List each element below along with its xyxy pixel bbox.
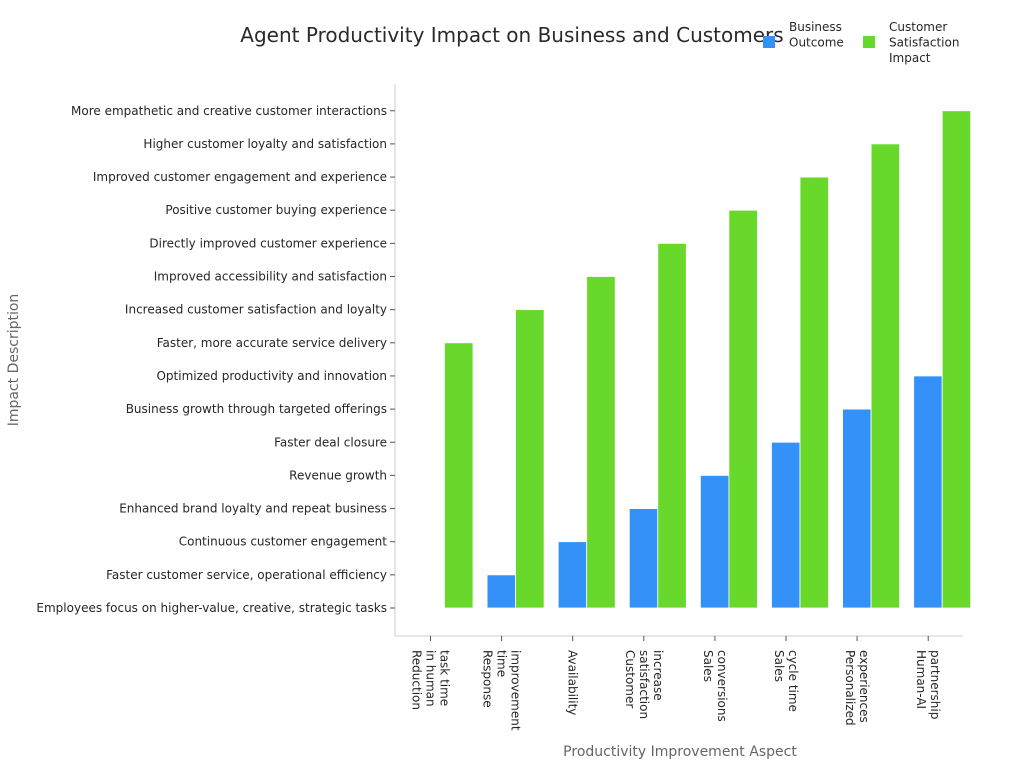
x-tick-label: Personalizedexperiences (843, 650, 871, 726)
bar-business-outcome (628, 508, 659, 609)
bar-business-outcome (913, 375, 943, 609)
y-tick-label: More empathetic and creative customer in… (71, 104, 387, 118)
y-tick-label: Business growth through targeted offerin… (126, 402, 387, 416)
legend: Business Outcome Customer Satisfaction Impac… (763, 20, 959, 65)
y-tick-label: Continuous customer engagement (179, 535, 388, 549)
y-tick-label: Optimized productivity and innovation (156, 369, 387, 383)
x-tick-label: Responsetimeimprovement (481, 650, 523, 731)
bar-customer-satisfaction-impact (870, 143, 900, 609)
x-tick-label: Salescycle time (772, 650, 800, 712)
y-tick-label: Employees focus on higher-value, creativ… (36, 601, 387, 615)
bar-business-outcome (486, 574, 517, 609)
y-tick-label: Directly improved customer experience (149, 236, 387, 250)
y-tick-label: Revenue growth (289, 468, 387, 482)
x-tick-label: Salesconversions (701, 650, 729, 722)
legend-label: Customer Satisfaction Impact (889, 20, 959, 65)
bar-business-outcome (557, 541, 588, 609)
y-tick-label: Faster customer service, operational eff… (106, 568, 387, 582)
y-axis-title: Impact Description (6, 294, 22, 427)
bar-customer-satisfaction-impact (657, 242, 687, 609)
y-tick-label: Improved customer engagement and experie… (93, 170, 387, 184)
bar-customer-satisfaction-impact (941, 110, 972, 609)
bar-business-outcome (771, 441, 801, 609)
bars (444, 110, 972, 609)
x-tick-label: Customersatisfactionincrease (623, 650, 665, 719)
y-tick-label: Faster deal closure (274, 435, 387, 449)
bar-business-outcome (700, 474, 730, 609)
y-tick-label: Enhanced brand loyalty and repeat busine… (119, 502, 387, 516)
y-tick-label: Higher customer loyalty and satisfaction (143, 137, 387, 151)
bar-customer-satisfaction-impact (799, 176, 829, 609)
x-tick-label: Availability (566, 650, 580, 715)
y-axis-ticks: Employees focus on higher-value, creativ… (36, 104, 395, 615)
legend-swatch (763, 36, 775, 48)
x-axis-ticks: Reductionin humantask time Responsetimeim… (410, 636, 942, 731)
axes-spines (394, 84, 963, 637)
x-axis-title: Productivity Improvement Aspect (563, 744, 797, 760)
y-tick-label: Increased customer satisfaction and loya… (125, 303, 387, 317)
bar-customer-satisfaction-impact (586, 276, 616, 609)
x-tick-label: Reductionin humantask time (410, 650, 452, 710)
y-tick-label: Positive customer buying experience (165, 203, 387, 217)
x-tick-label: Human-AIpartnership (914, 650, 942, 719)
legend-label: Business Outcome (789, 20, 844, 50)
bar-business-outcome (842, 408, 872, 609)
bar-customer-satisfaction-impact (728, 209, 758, 609)
y-tick-label: Faster, more accurate service delivery (157, 336, 387, 350)
y-tick-label: Improved accessibility and satisfaction (154, 270, 387, 284)
bar-customer-satisfaction-impact (515, 309, 545, 609)
bar-customer-satisfaction-impact (444, 342, 474, 609)
chart-title: Agent Productivity Impact on Business an… (240, 23, 783, 47)
legend-swatch (863, 36, 875, 48)
